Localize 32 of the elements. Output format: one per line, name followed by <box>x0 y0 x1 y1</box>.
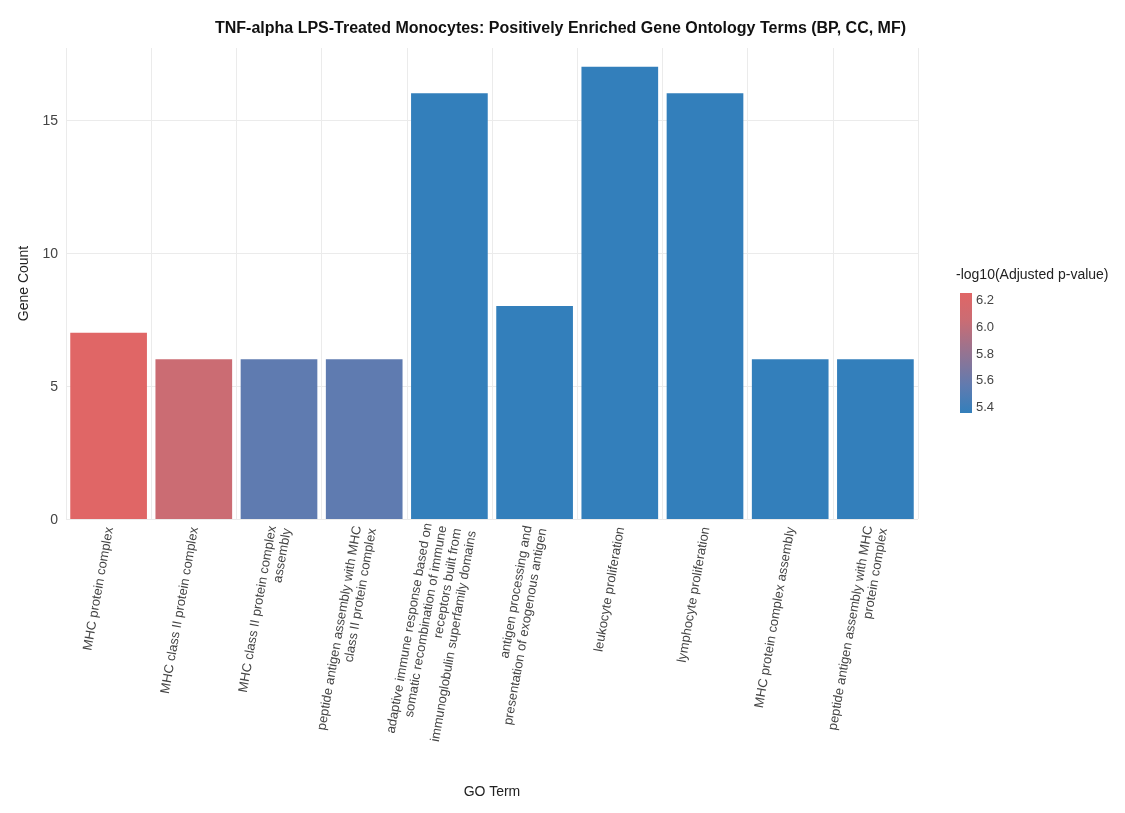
bar <box>751 359 829 519</box>
bar <box>70 332 147 519</box>
y-tick-label: 10 <box>42 244 59 261</box>
bar <box>155 359 233 519</box>
x-tick-label: MHC class II protein complex assembly <box>234 523 294 694</box>
bar <box>240 359 318 519</box>
bar <box>837 359 914 519</box>
color-bar-label: 6.2 <box>976 292 995 308</box>
x-axis-title: GO Term <box>463 783 521 799</box>
color-bar-label: 5.6 <box>976 372 995 388</box>
bar <box>325 359 403 519</box>
y-axis-title: Gene Count <box>15 245 31 322</box>
y-tick-label: 0 <box>50 511 59 527</box>
x-tick-label: leukocyte proliferation <box>590 525 628 653</box>
x-tick-label: lymphocyte proliferation <box>673 525 713 664</box>
bar <box>496 306 573 519</box>
y-tick-label: 5 <box>50 377 59 394</box>
color-bar-label: 5.8 <box>976 345 995 361</box>
bar <box>411 93 488 519</box>
color-bar-label: 5.4 <box>976 398 995 414</box>
x-tick-label: MHC protein complex <box>79 525 117 652</box>
x-tick-label: antigen processing and presentation of exogenous antigen <box>496 524 550 727</box>
color-bar-label: 6.0 <box>976 318 995 334</box>
bar <box>666 93 744 519</box>
x-tick-label: peptide antigen assembly with MHC class II protein complex <box>313 524 380 732</box>
bar <box>581 66 659 519</box>
x-tick-label: peptide antigen assembly with MHC protein complex <box>824 524 891 732</box>
y-tick-label: 15 <box>42 111 59 128</box>
x-tick-label: MHC protein complex assembly <box>750 525 798 710</box>
x-tick-label: MHC class II protein complex <box>157 525 202 695</box>
chart-title: TNF-alpha LPS-Treated Monocytes: Positively Enriched Gene Ontology Terms (BP, CC, MF) <box>214 18 907 36</box>
color-bar-title: -log10(Adjusted p-value) <box>956 266 1109 282</box>
